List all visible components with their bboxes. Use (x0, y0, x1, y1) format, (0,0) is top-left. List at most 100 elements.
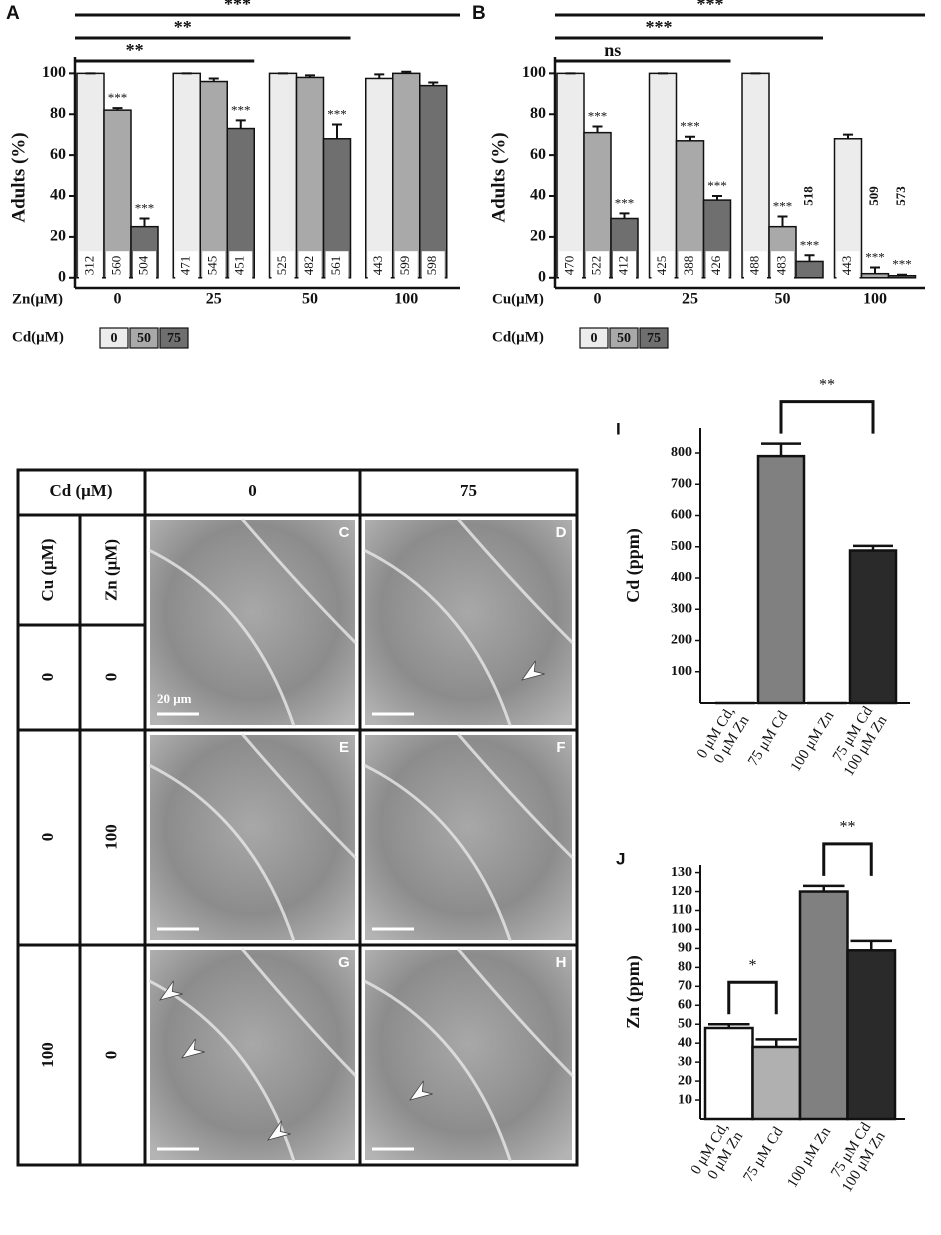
y-tick-label: 40 (50, 187, 66, 204)
n-label: 482 (301, 256, 316, 276)
n-label-box (651, 251, 675, 280)
n-label: 451 (232, 256, 247, 276)
y-tick-label: 100 (42, 64, 66, 81)
error-bar (332, 123, 342, 139)
x-tick-label: 100 (394, 291, 418, 308)
x-tick-label: 100 μM Zn (788, 708, 838, 775)
y-tick-label: 80 (530, 105, 546, 122)
n-label: 561 (328, 256, 343, 276)
bar (556, 72, 585, 279)
y-tick-label: 300 (671, 601, 692, 616)
y-tick-label: 40 (530, 187, 546, 204)
y-tick-label: 100 (522, 64, 546, 81)
worm-outline (363, 948, 575, 1162)
n-label-box (421, 251, 445, 280)
y-tick-label: 30 (678, 1054, 692, 1069)
arrowhead (409, 1080, 433, 1101)
n-label: 443 (839, 256, 854, 276)
legend-label: 0 (111, 331, 118, 346)
y-tick-label: 130 (671, 865, 692, 880)
arrowhead (521, 660, 545, 681)
n-label: 488 (746, 256, 761, 276)
n-label: 312 (81, 256, 96, 276)
y-tick-label: 700 (671, 476, 692, 491)
legend-swatch (639, 327, 669, 349)
bar (648, 72, 678, 279)
n-label-box (325, 251, 349, 280)
bracket-label: *** (697, 0, 724, 14)
n-label-box (106, 251, 129, 280)
n-label: 509 (866, 186, 881, 206)
significance: *** (773, 198, 793, 213)
n-label-box (229, 251, 253, 280)
x-axis-label: Cu(μM) (492, 291, 544, 307)
n-label: 560 (108, 256, 123, 276)
error-bar (112, 107, 123, 111)
significance: *** (680, 119, 700, 134)
y-tick-label: 80 (678, 960, 692, 975)
legend-swatch (129, 327, 159, 349)
y-tick-label: 400 (671, 570, 692, 585)
x-tick-label: 100 (863, 291, 887, 308)
error-bar (853, 544, 893, 551)
panel-letter: B (472, 3, 486, 24)
legend-label: 50 (137, 331, 151, 346)
x-tick-label: 0 (594, 291, 602, 308)
y-tick-label: 90 (678, 941, 692, 956)
bar (172, 72, 201, 279)
significance: *** (231, 102, 251, 117)
x-tick-label: 75 μM Cd (740, 1124, 786, 1185)
bar (419, 84, 448, 279)
n-label-box (705, 251, 729, 280)
worm-outline (363, 733, 575, 942)
bar (268, 72, 298, 279)
error-bar (235, 119, 246, 129)
error-bar (804, 254, 815, 262)
y-tick-label: 600 (671, 508, 692, 523)
error-bar (803, 884, 845, 892)
n-label: 518 (800, 186, 815, 206)
row-header: Zn (μM) (101, 539, 120, 601)
row-value: 0 (101, 1051, 120, 1060)
n-label: 483 (773, 256, 788, 276)
y-tick-label: 20 (50, 228, 66, 245)
significance: *** (615, 195, 635, 210)
significance: *** (892, 257, 912, 272)
arrowhead (267, 1120, 291, 1141)
worm-outline (148, 733, 358, 942)
n-label-box (79, 251, 102, 280)
bar (887, 274, 917, 279)
bar (392, 72, 421, 279)
n-label: 573 (893, 186, 908, 206)
n-label: 522 (588, 256, 603, 276)
n-label: 598 (424, 256, 439, 276)
y-tick-label: 120 (671, 884, 692, 899)
x-tick-label: 25 (682, 291, 698, 308)
bracket-label: * (749, 957, 757, 974)
n-label-box (678, 251, 702, 280)
panel-letter: J (616, 849, 625, 868)
legend-title: Cd(μM) (492, 329, 544, 345)
error-bar (843, 133, 853, 139)
error-bar (777, 215, 788, 227)
panel-letter: I (616, 419, 621, 438)
error-bar (374, 73, 385, 79)
y-tick-label: 80 (50, 105, 66, 122)
bar (76, 72, 105, 279)
significance: *** (800, 237, 820, 252)
panel-letter: E (339, 739, 349, 756)
micrograph (363, 948, 574, 1162)
panel-letter: D (556, 524, 567, 541)
micrograph (363, 733, 574, 942)
panel-letter: A (6, 3, 20, 24)
error-bar (897, 273, 907, 276)
bracket-label: *** (224, 0, 251, 14)
arrowhead (159, 980, 183, 1001)
n-label: 525 (274, 256, 289, 276)
bracket-label: ns (604, 40, 621, 60)
x-tick-label: 25 (206, 291, 222, 308)
n-label: 425 (654, 256, 669, 276)
bar (365, 77, 394, 279)
arrowhead (181, 1038, 205, 1059)
